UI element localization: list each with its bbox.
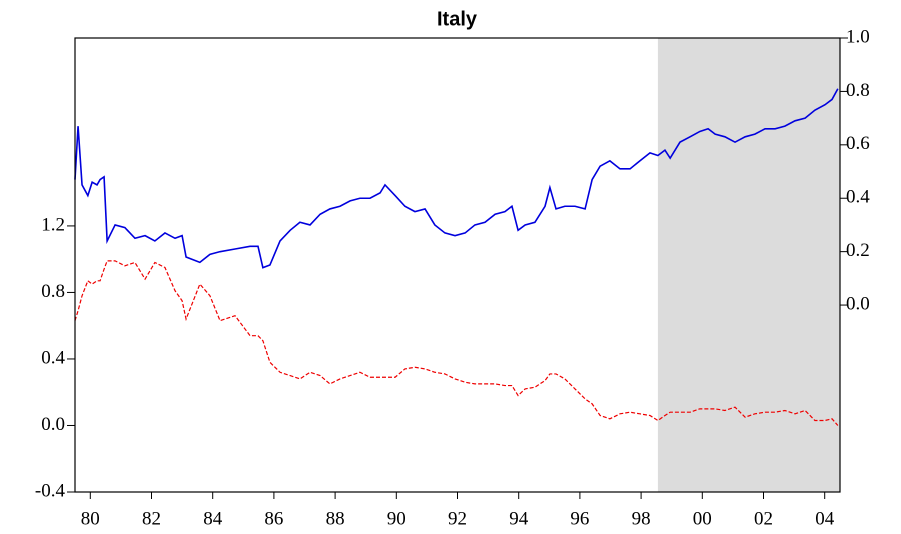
x-tick-label: 92: [448, 508, 467, 529]
x-tick-label: 02: [754, 508, 773, 529]
shaded-region: [657, 38, 840, 492]
x-tick-label: 98: [632, 508, 651, 529]
series-line: [74, 88, 839, 269]
x-tick-label: 86: [264, 508, 283, 529]
y2-tick-label: 0.4: [846, 187, 870, 208]
y-tick-label: 0.8: [41, 281, 65, 302]
x-tick-label: 82: [142, 508, 161, 529]
y-tick-label: 1.2: [41, 214, 65, 235]
x-tick-label: 84: [203, 508, 223, 529]
x-tick-label: 94: [509, 508, 529, 529]
y-tick-label: -0.4: [35, 480, 66, 501]
x-tick-label: 88: [326, 508, 345, 529]
y2-tick-label: 0.6: [846, 133, 870, 154]
x-tick-label: 80: [81, 508, 100, 529]
plot-frame: [74, 37, 841, 493]
x-tick-label: 00: [693, 508, 712, 529]
y2-tick-label: 0.2: [846, 240, 870, 261]
x-tick-label: 96: [570, 508, 589, 529]
y-tick-label: 0.0: [41, 414, 65, 435]
chart-title: Italy: [437, 8, 478, 30]
x-tick-label: 90: [387, 508, 406, 529]
x-tick-label: 04: [815, 508, 835, 529]
y2-tick-label: 0.8: [846, 80, 870, 101]
series-line: [74, 260, 839, 426]
y2-tick-label: 1.0: [846, 26, 870, 47]
y-tick-label: 0.4: [41, 347, 65, 368]
y2-tick-label: 0.0: [846, 293, 870, 314]
